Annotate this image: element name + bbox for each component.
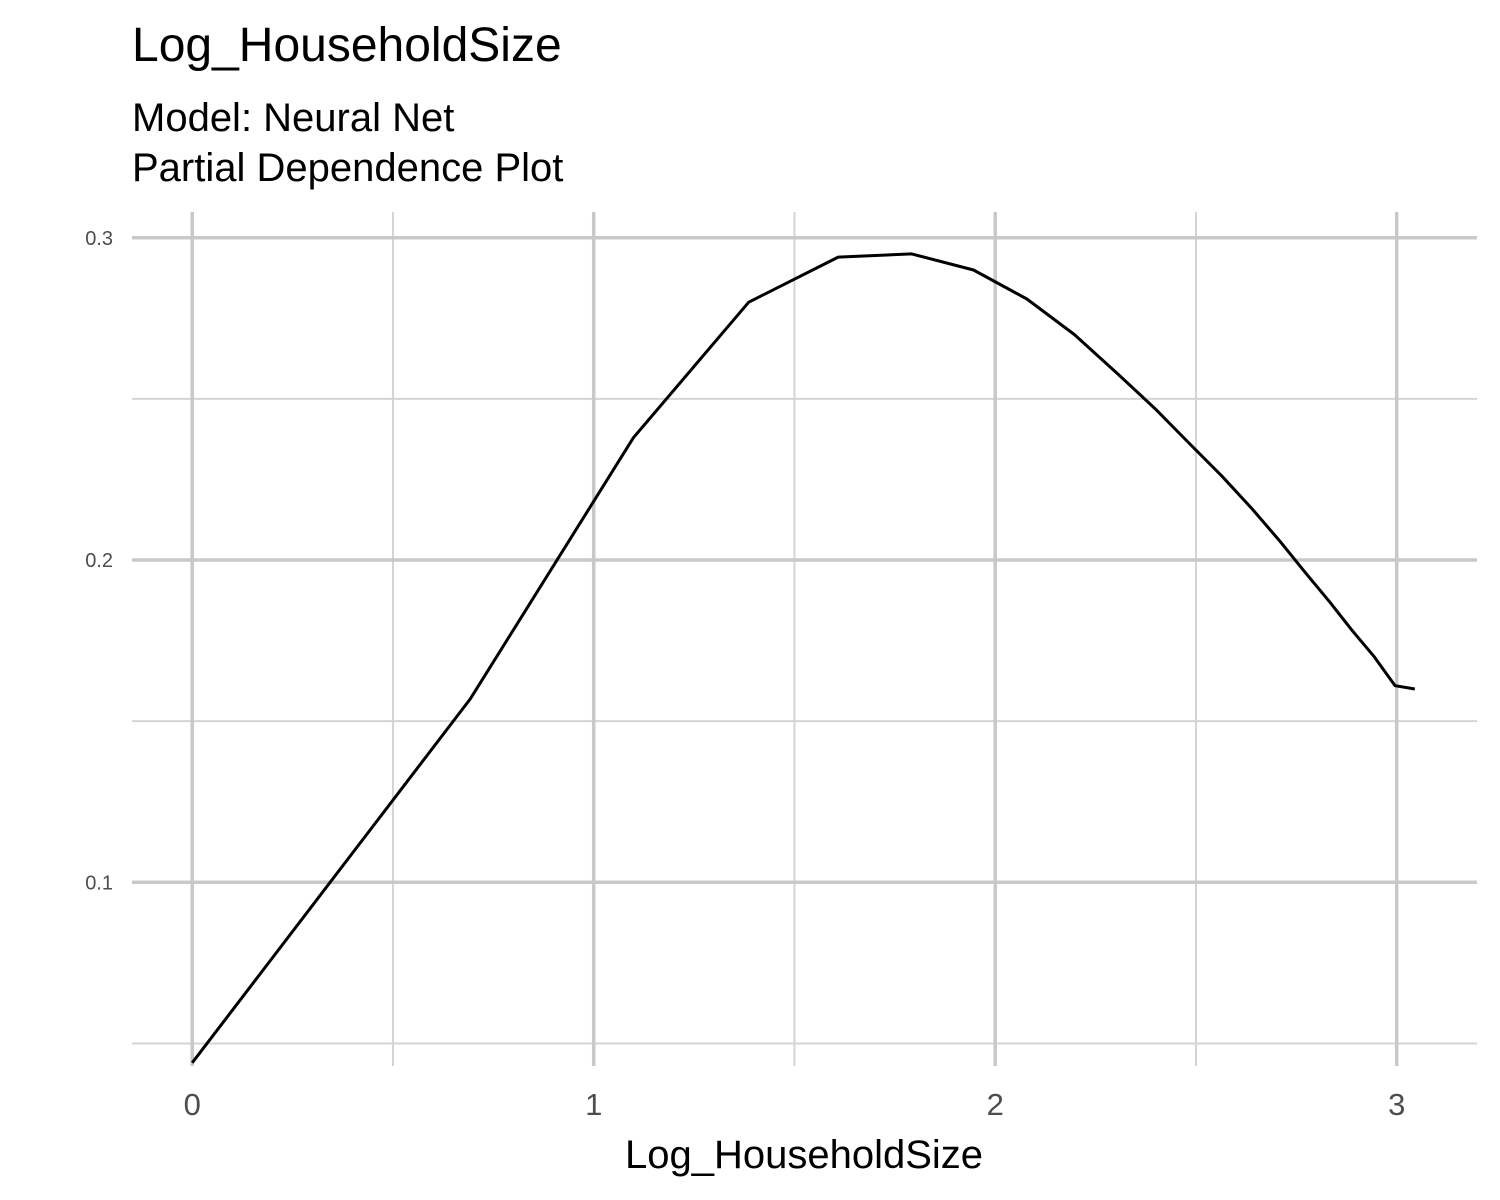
x-axis-ticks: 0 1 2 3 (184, 1087, 1406, 1122)
pdp-series-line (191, 252, 1416, 1064)
x-axis-title: Log_HouseholdSize (625, 1133, 983, 1177)
y-tick-label: 0.1 (85, 872, 113, 894)
subtitle-line-model: Model: Neural Net (132, 96, 455, 140)
subtitle-line-plot-type: Partial Dependence Plot (132, 146, 564, 190)
y-tick-label: 0.3 (85, 228, 113, 250)
x-tick-label: 0 (184, 1087, 201, 1122)
chart-subtitle: Model: Neural Net Partial Dependence Plo… (132, 93, 563, 193)
series-lines (191, 252, 1416, 1064)
x-tick-label: 3 (1388, 1087, 1405, 1122)
y-axis-ticks: 0.1 0.2 0.3 (85, 228, 113, 895)
x-tick-label: 2 (987, 1087, 1004, 1122)
y-tick-label: 0.2 (85, 550, 113, 572)
chart-title: Log_HouseholdSize (132, 19, 562, 72)
grid-lines (132, 212, 1477, 1066)
x-tick-label: 1 (585, 1087, 602, 1122)
